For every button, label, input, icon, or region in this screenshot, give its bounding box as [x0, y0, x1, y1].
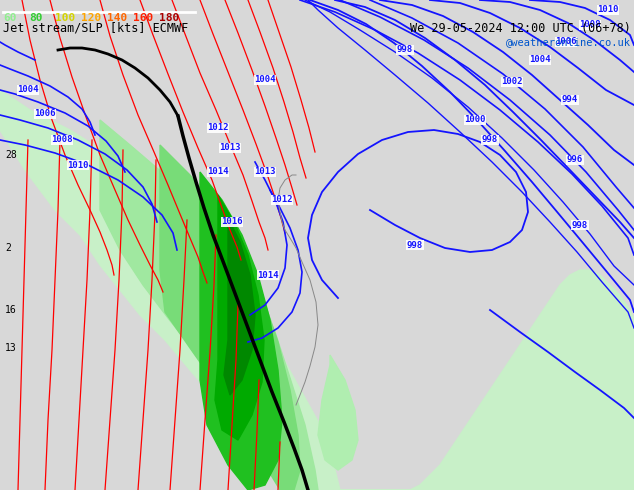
- Text: 1000: 1000: [464, 116, 486, 124]
- Text: 998: 998: [572, 220, 588, 229]
- Text: 1004: 1004: [529, 55, 551, 65]
- Text: 28: 28: [5, 150, 16, 160]
- Polygon shape: [224, 218, 255, 395]
- Text: We 29-05-2024 12:00 UTC (06+78): We 29-05-2024 12:00 UTC (06+78): [410, 22, 631, 35]
- Text: 1008: 1008: [51, 136, 73, 145]
- Text: 1012: 1012: [271, 196, 293, 204]
- Text: 1010: 1010: [597, 5, 619, 15]
- Text: 120: 120: [81, 13, 101, 23]
- Text: 1010: 1010: [67, 161, 89, 170]
- Polygon shape: [160, 145, 300, 490]
- Text: 1016: 1016: [221, 218, 243, 226]
- Text: 1006: 1006: [555, 38, 577, 47]
- Text: 998: 998: [407, 241, 423, 249]
- Text: 2: 2: [5, 243, 11, 253]
- Text: 1014: 1014: [207, 168, 229, 176]
- Text: 160: 160: [133, 13, 153, 23]
- Text: 60: 60: [3, 13, 16, 23]
- Text: 1013: 1013: [219, 144, 241, 152]
- Text: Jet stream/SLP [kts] ECMWF: Jet stream/SLP [kts] ECMWF: [3, 22, 188, 35]
- Text: 1013: 1013: [254, 168, 276, 176]
- Text: 1002: 1002: [501, 77, 523, 87]
- Text: 140: 140: [107, 13, 127, 23]
- Polygon shape: [318, 355, 358, 470]
- Text: 16: 16: [5, 305, 16, 315]
- Polygon shape: [100, 120, 318, 490]
- Text: 1004: 1004: [254, 75, 276, 84]
- Text: 998: 998: [482, 136, 498, 145]
- Polygon shape: [200, 172, 282, 490]
- Text: 100: 100: [55, 13, 75, 23]
- Text: 1006: 1006: [34, 109, 56, 119]
- Text: 994: 994: [562, 96, 578, 104]
- Text: 998: 998: [397, 46, 413, 54]
- Text: 996: 996: [567, 155, 583, 165]
- Text: 180: 180: [159, 13, 179, 23]
- Text: 1004: 1004: [17, 85, 39, 95]
- Text: 13: 13: [5, 343, 16, 353]
- Polygon shape: [340, 270, 634, 490]
- Text: 1012: 1012: [207, 123, 229, 132]
- Text: @weatheronline.co.uk: @weatheronline.co.uk: [506, 37, 631, 47]
- Polygon shape: [0, 90, 340, 490]
- Text: 80: 80: [29, 13, 42, 23]
- Text: 1014: 1014: [257, 270, 279, 279]
- Polygon shape: [215, 195, 264, 440]
- Text: 1008: 1008: [579, 21, 601, 29]
